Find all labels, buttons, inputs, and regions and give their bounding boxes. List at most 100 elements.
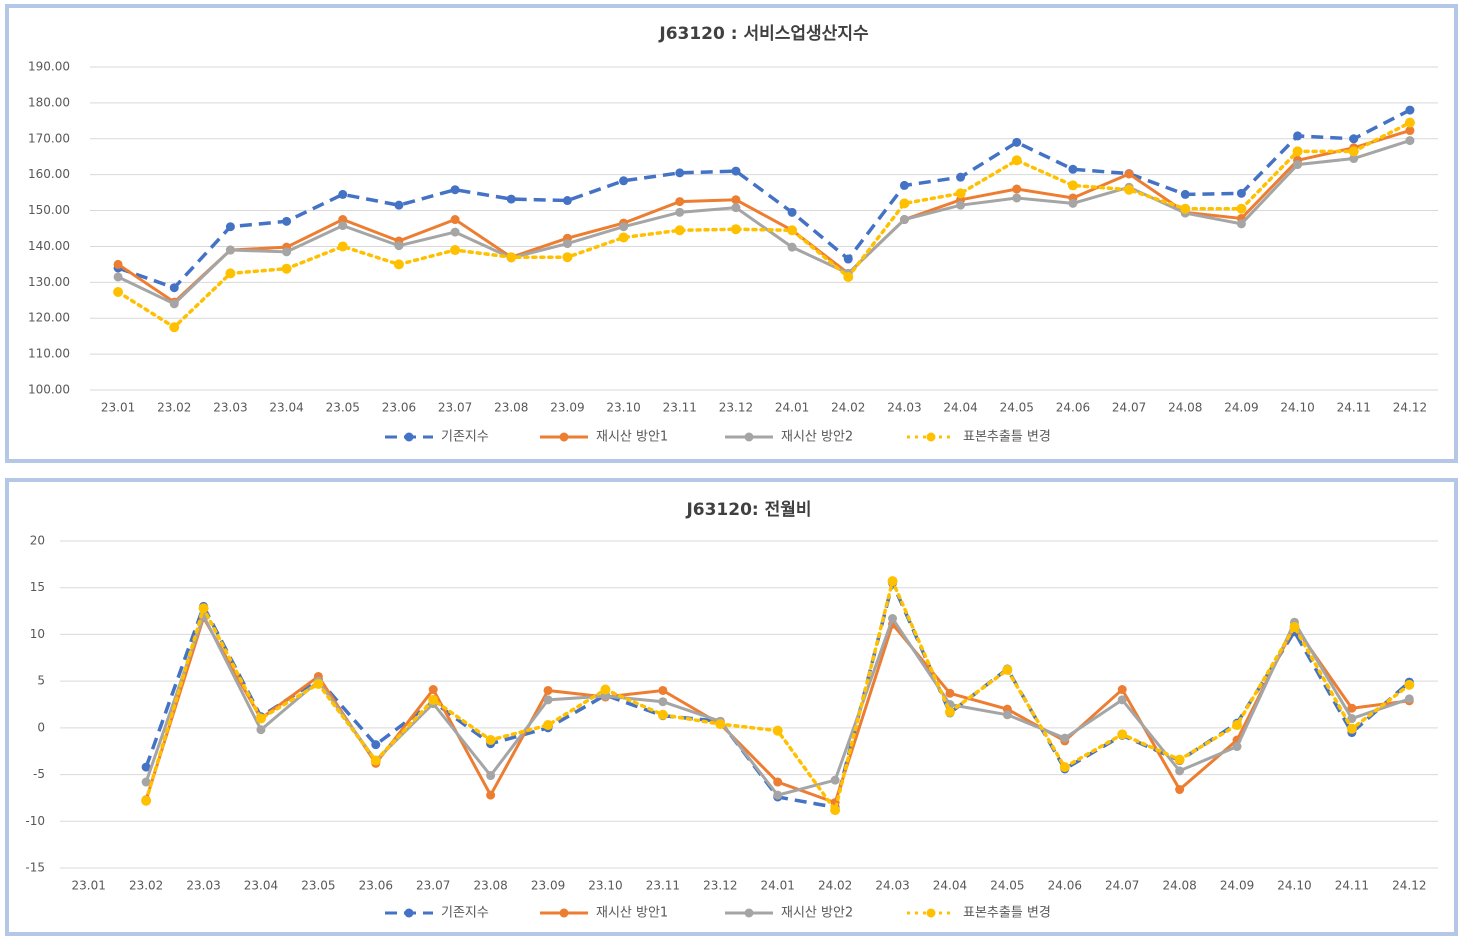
x-tick-label: 24.06 <box>1056 401 1090 415</box>
legend-label: 재시산 방안1 <box>596 430 668 445</box>
marker <box>658 697 668 707</box>
marker <box>393 259 404 270</box>
x-tick-label: 24.04 <box>933 879 967 893</box>
marker <box>562 239 572 249</box>
marker <box>338 221 348 231</box>
marker <box>450 215 460 225</box>
marker <box>619 222 629 232</box>
x-tick-label: 23.12 <box>703 879 737 893</box>
marker <box>394 241 404 251</box>
marker <box>955 188 966 199</box>
x-tick-label: 23.03 <box>186 879 220 893</box>
marker <box>1060 733 1070 743</box>
marker <box>506 194 516 204</box>
marker <box>169 283 179 293</box>
x-tick-label: 24.07 <box>1112 401 1146 415</box>
x-tick-label: 23.03 <box>213 401 247 415</box>
x-tick-label: 23.08 <box>494 401 528 415</box>
marker <box>255 713 266 724</box>
marker <box>1117 729 1128 740</box>
marker <box>730 224 741 235</box>
marker <box>773 790 783 800</box>
marker <box>543 685 553 695</box>
marker <box>1175 766 1185 776</box>
marker <box>618 232 629 243</box>
marker <box>1180 203 1191 214</box>
y-tick-label: 110.00 <box>28 347 70 361</box>
marker <box>731 203 741 213</box>
marker <box>899 215 909 225</box>
marker <box>141 762 151 772</box>
marker <box>843 271 854 282</box>
marker <box>1348 146 1359 157</box>
marker <box>1012 193 1022 203</box>
x-tick-label: 24.11 <box>1335 879 1369 893</box>
marker <box>1002 710 1012 720</box>
y-tick-label: 120.00 <box>28 311 70 325</box>
marker <box>282 247 292 257</box>
marker <box>675 197 685 207</box>
marker <box>506 252 517 263</box>
marker <box>830 805 841 816</box>
marker <box>428 694 439 705</box>
x-tick-label: 23.04 <box>269 401 303 415</box>
marker <box>450 245 461 256</box>
y-tick-label: 140.00 <box>28 239 70 253</box>
marker <box>1117 685 1127 695</box>
x-tick-label: 24.12 <box>1393 401 1427 415</box>
y-tick-label: -5 <box>33 767 45 781</box>
y-tick-label: 20 <box>30 534 45 548</box>
legend-label: 재시산 방안2 <box>781 906 853 921</box>
legend-marker <box>744 908 754 918</box>
marker <box>1349 154 1359 164</box>
marker <box>899 180 909 190</box>
series-line <box>116 120 1412 330</box>
x-tick-label: 24.01 <box>761 879 795 893</box>
marker <box>370 755 381 766</box>
x-tick-label: 23.06 <box>382 401 416 415</box>
x-tick-label: 23.07 <box>416 879 450 893</box>
marker <box>113 259 123 269</box>
marker <box>675 168 685 178</box>
marker <box>1405 136 1415 146</box>
marker <box>1404 117 1415 128</box>
marker <box>1175 785 1185 795</box>
marker <box>787 207 797 217</box>
marker <box>1124 169 1134 179</box>
marker <box>450 227 460 237</box>
marker <box>1236 188 1246 198</box>
x-tick-label: 24.02 <box>818 879 852 893</box>
y-tick-label: 150.00 <box>28 203 70 217</box>
y-tick-label: 10 <box>30 627 45 641</box>
legend-marker <box>744 432 754 442</box>
marker <box>282 216 292 226</box>
x-tick-label: 23.10 <box>606 401 640 415</box>
marker <box>562 252 573 263</box>
marker <box>169 322 180 333</box>
marker <box>198 603 209 614</box>
y-tick-label: 15 <box>30 580 45 594</box>
marker <box>1011 155 1022 166</box>
marker <box>1347 714 1357 724</box>
marker <box>1117 695 1127 705</box>
x-tick-label: 24.02 <box>831 401 865 415</box>
marker <box>899 198 910 209</box>
marker <box>1346 723 1357 734</box>
marker <box>888 614 898 624</box>
marker <box>1232 720 1243 731</box>
y-tick-label: 190.00 <box>28 60 70 74</box>
marker <box>1012 184 1022 194</box>
marker <box>428 685 438 695</box>
y-tick-label: -15 <box>25 861 45 875</box>
marker <box>141 777 151 787</box>
marker <box>773 777 783 787</box>
marker <box>225 268 236 279</box>
marker <box>1349 134 1359 144</box>
marker <box>1068 198 1078 208</box>
marker <box>1002 664 1013 675</box>
x-tick-label: 23.01 <box>101 401 135 415</box>
legend-marker <box>404 432 414 442</box>
legend-label: 표본추출틀 변경 <box>963 906 1051 921</box>
marker <box>887 576 898 587</box>
marker <box>658 685 668 695</box>
